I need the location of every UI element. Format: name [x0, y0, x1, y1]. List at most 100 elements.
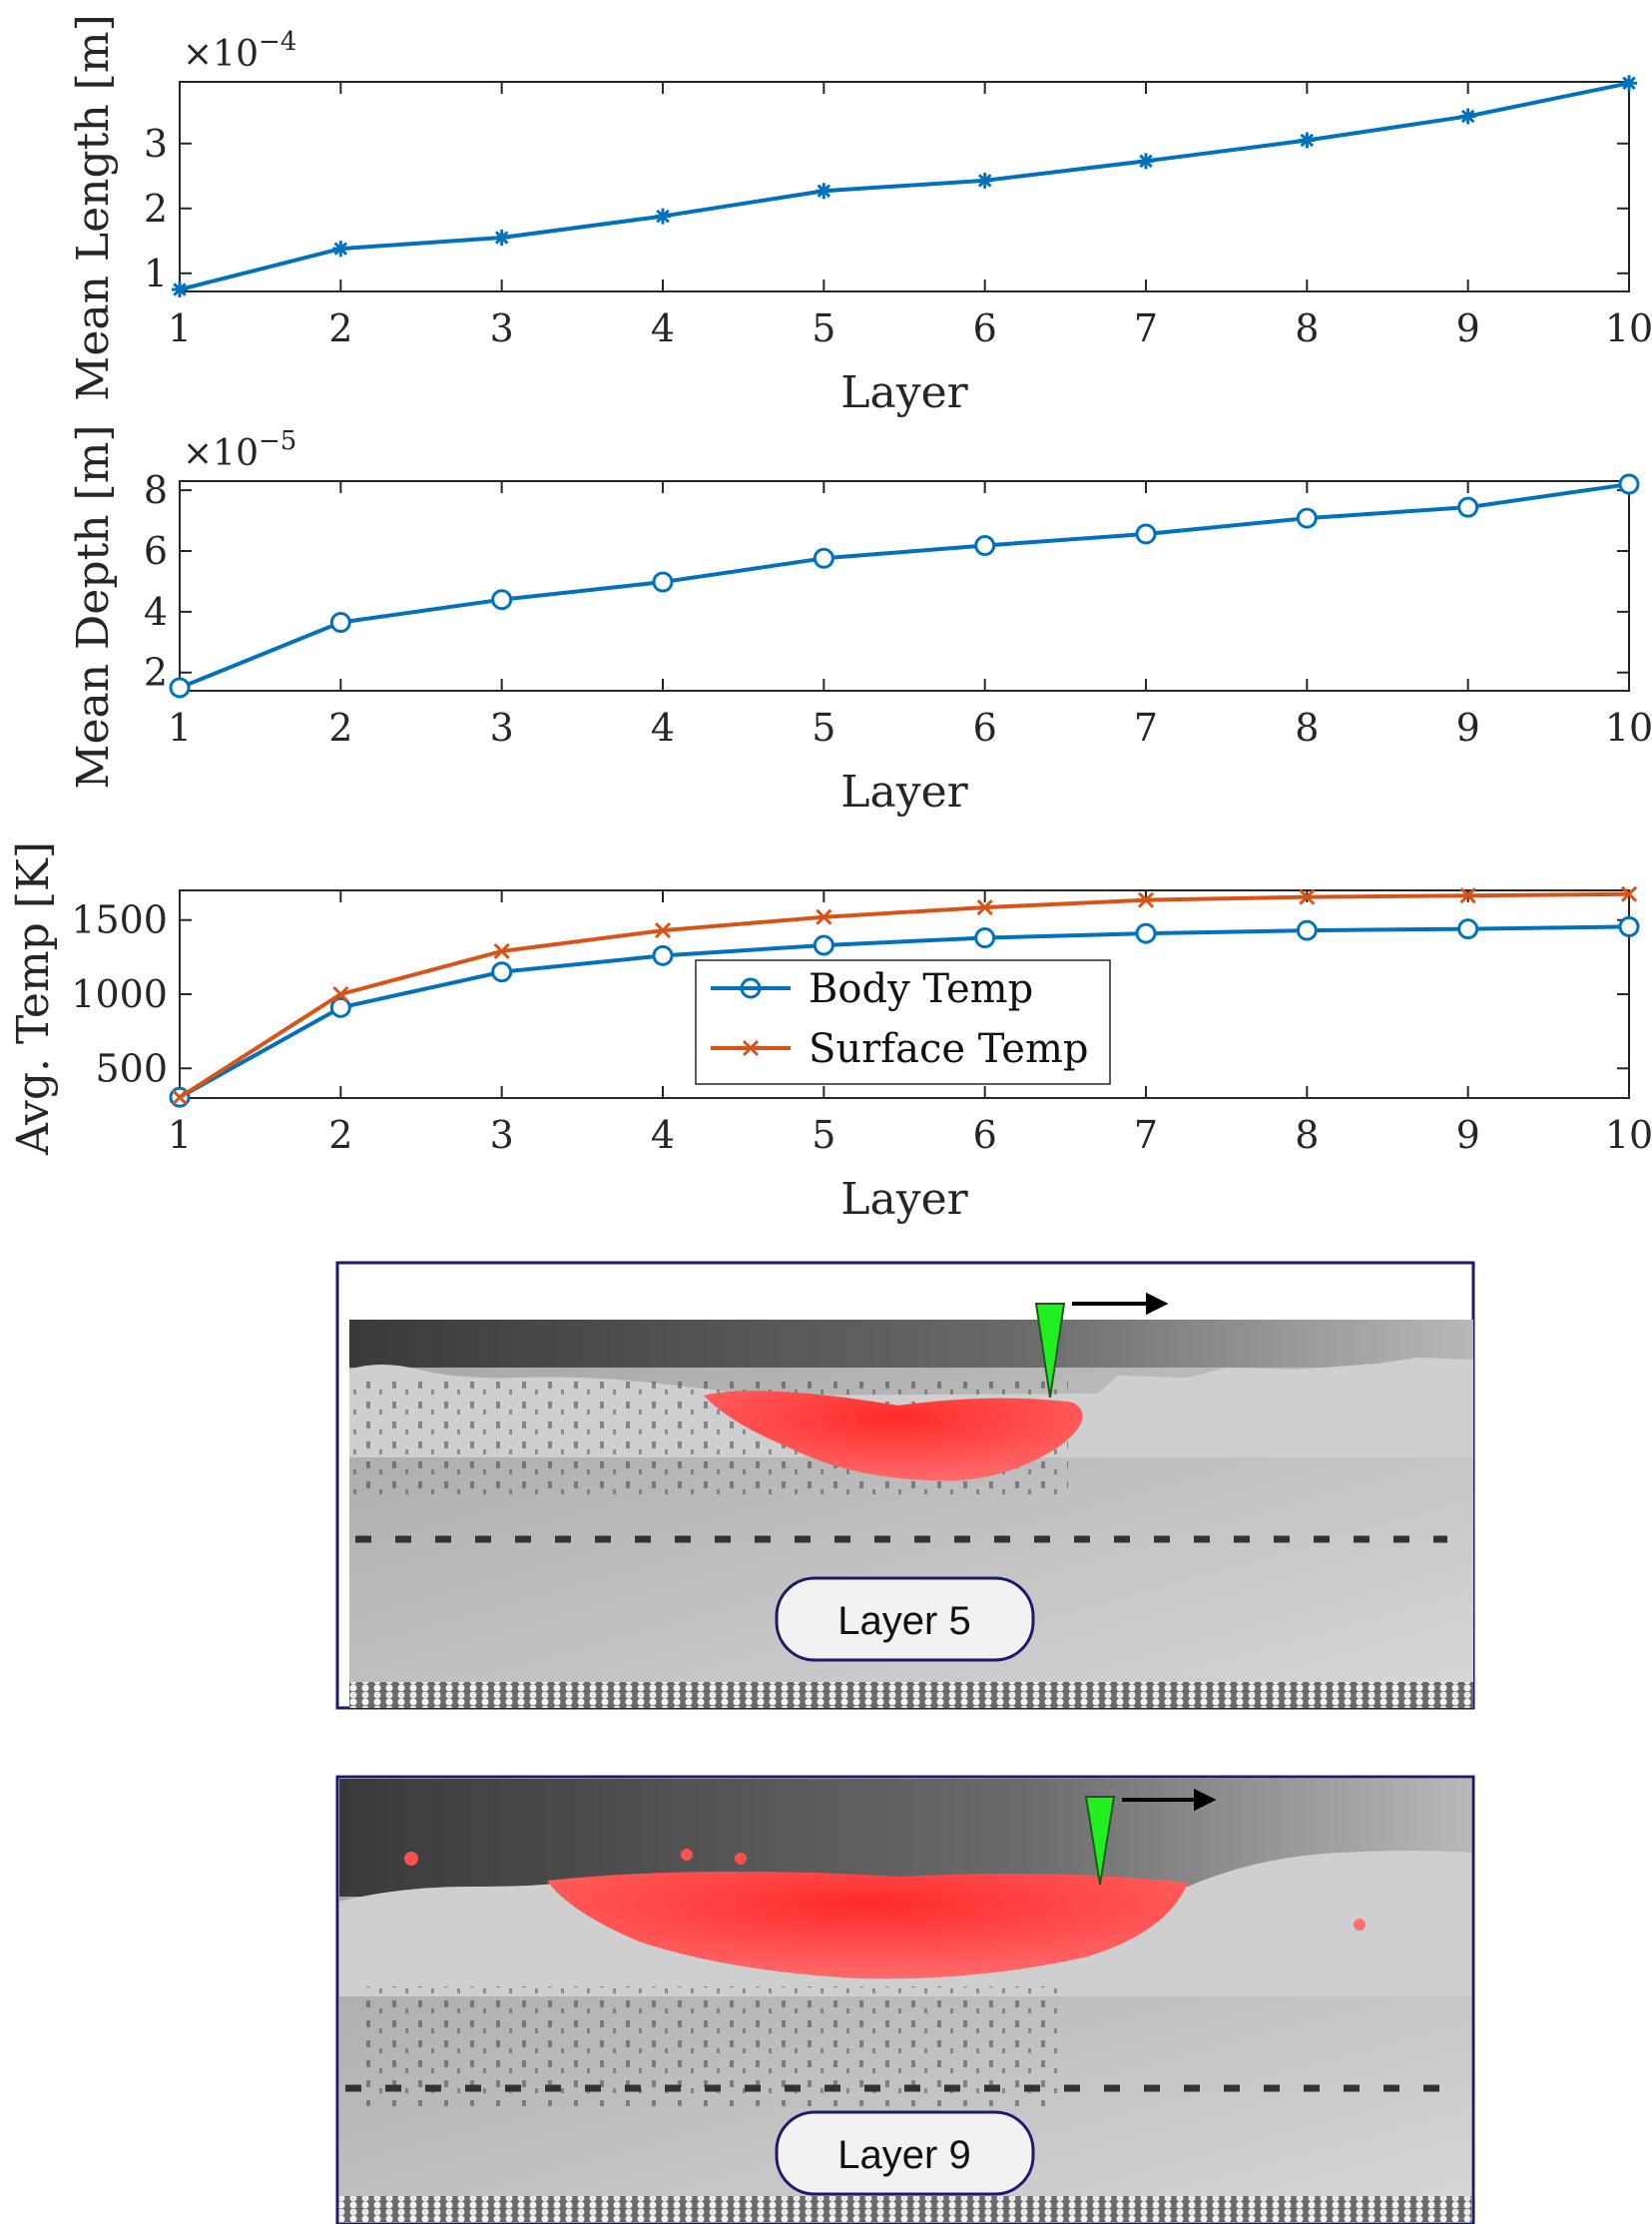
data-point-2-1-10 — [1618, 473, 1640, 495]
scan-direction-arrow-icon-1 — [1072, 1292, 1169, 1316]
x-tick-label-1-5: 5 — [812, 306, 835, 350]
substrate-1 — [349, 1682, 1473, 1708]
snapshot-caption-2: Layer 9 — [837, 2133, 970, 2177]
snapshot-caption-1: Layer 5 — [837, 1599, 970, 1643]
data-point-2-1-3 — [491, 589, 513, 611]
data-point-3-2-8 — [1299, 888, 1316, 905]
data-point-2-1-1 — [169, 677, 191, 699]
data-point-3-1-2 — [329, 996, 351, 1018]
series-line-3-2 — [178, 891, 1630, 1099]
data-point-1-1-9 — [1459, 108, 1476, 125]
laser-icon-1 — [1034, 1303, 1066, 1398]
x-ticks-2: 1 2 3 4 5 6 7 8 9 10 — [168, 481, 1652, 750]
caption-box-1 — [775, 1576, 1035, 1662]
y-tick-label-3-2: 1000 — [71, 972, 168, 1016]
x-tick-label-3-6: 6 — [973, 1113, 997, 1157]
x-tick-label-1-7: 7 — [1134, 306, 1158, 350]
data-point-3-1-9 — [1457, 918, 1479, 940]
series-line-2-1 — [179, 482, 1630, 690]
data-point-3-2-1 — [171, 1089, 189, 1106]
y-axis-label-3: Avg. Temp [K] — [8, 841, 59, 1156]
substrate-2 — [339, 2196, 1471, 2222]
data-point-3-2-9 — [1459, 887, 1476, 904]
spatter-1 — [404, 1852, 418, 1866]
x-tick-label-1-1: 1 — [168, 306, 192, 350]
data-point-1-1-10 — [1621, 75, 1637, 92]
x-tick-label-3-9: 9 — [1456, 1113, 1480, 1157]
x-tick-label-3-2: 2 — [328, 1113, 352, 1157]
legend-marker-surface — [742, 1039, 760, 1057]
data-point-3-2-4 — [654, 922, 672, 939]
data-point-2-1-2 — [329, 612, 351, 634]
data-point-3-1-4 — [652, 944, 674, 966]
snapshot-layer-9: Layer 9 — [335, 1775, 1475, 2224]
x-tick-label-1-9: 9 — [1456, 306, 1480, 350]
x-axis-label-2: Layer — [840, 767, 968, 818]
y-tick-label-1-1: 1 — [144, 252, 168, 295]
x-tick-label-2-9: 9 — [1456, 706, 1480, 750]
y-multiplier-1: ×10−4 — [183, 27, 296, 75]
x-tick-label-2-2: 2 — [328, 706, 352, 750]
data-point-1-1-4 — [655, 208, 671, 225]
x-tick-label-1-6: 6 — [973, 306, 997, 350]
mean-length-chart: 1 2 3 1 2 3 4 5 6 7 8 9 10 Layer Mean Length [m] ×1… — [68, 14, 1652, 418]
x-axis-label-3: Layer — [840, 1174, 968, 1225]
melt-pool-2 — [547, 1871, 1188, 1979]
series-line-1-1 — [179, 81, 1630, 291]
x-tick-label-2-5: 5 — [812, 706, 835, 750]
data-point-3-2-6 — [976, 899, 993, 916]
x-tick-label-2-6: 6 — [973, 706, 997, 750]
data-point-1-1-7 — [1138, 153, 1154, 170]
y-tick-label-1-2: 2 — [144, 187, 168, 231]
scan-direction-arrow-icon-2 — [1122, 1788, 1217, 1812]
data-point-3-2-5 — [816, 908, 832, 925]
y-tick-label-3-1: 500 — [95, 1046, 168, 1090]
x-tick-label-2-7: 7 — [1134, 706, 1158, 750]
spatter-4 — [1354, 1919, 1366, 1931]
x-tick-label-1-10: 10 — [1605, 306, 1652, 350]
data-point-3-1-6 — [974, 927, 996, 949]
x-tick-label-3-3: 3 — [490, 1113, 514, 1157]
series-2 — [169, 473, 1640, 699]
x-tick-label-1-4: 4 — [651, 306, 675, 350]
x-tick-label-2-3: 3 — [490, 706, 514, 750]
series-1 — [172, 75, 1637, 298]
x-tick-label-2-10: 10 — [1605, 706, 1652, 750]
x-tick-label-3-4: 4 — [651, 1113, 675, 1157]
data-point-3-2-3 — [493, 942, 510, 959]
avg-temp-chart: 500 1000 1500 1 2 3 4 5 6 7 8 9 10 Layer Avg. Temp … — [8, 841, 1652, 1225]
data-point-1-1-3 — [493, 230, 510, 247]
x-ticks-3: 1 2 3 4 5 6 7 8 9 10 — [168, 890, 1652, 1157]
legend-entry-body: Body Temp — [711, 966, 1033, 1012]
y-ticks-2: 2 4 6 8 — [144, 468, 1629, 695]
series-3 — [169, 885, 1640, 1108]
y-tick-label-2-2: 4 — [144, 590, 168, 634]
y-multiplier-2: ×10−5 — [183, 426, 296, 474]
data-point-2-1-9 — [1457, 496, 1479, 518]
y-ticks-3: 500 1000 1500 — [71, 898, 1629, 1090]
data-point-3-1-8 — [1296, 919, 1318, 941]
y-ticks-1: 1 2 3 — [144, 122, 1629, 295]
x-ticks-1: 1 2 3 4 5 6 7 8 9 10 — [168, 82, 1652, 350]
data-point-3-1-10 — [1618, 915, 1640, 937]
data-point-1-1-1 — [172, 281, 188, 298]
legend-marker-body — [740, 977, 762, 999]
plot-area-2 — [179, 480, 1630, 692]
spatter-2 — [681, 1849, 693, 1861]
spatter-3 — [735, 1853, 747, 1865]
x-tick-label-1-8: 8 — [1295, 306, 1319, 350]
y-tick-label-2-4: 8 — [144, 468, 168, 512]
data-point-3-1-5 — [813, 934, 834, 956]
x-tick-label-1-3: 3 — [490, 306, 514, 350]
x-tick-label-3-5: 5 — [812, 1113, 835, 1157]
x-tick-label-3-8: 8 — [1295, 1113, 1319, 1157]
legend: Body Temp Surface Temp — [695, 959, 1111, 1085]
melt-pool-1 — [704, 1390, 1083, 1481]
caption-box-2 — [775, 2110, 1035, 2196]
data-point-2-1-7 — [1135, 523, 1157, 545]
y-tick-label-2-1: 2 — [144, 651, 168, 695]
laser-icon-2 — [1084, 1796, 1116, 1886]
y-tick-label-1-3: 3 — [144, 122, 168, 166]
